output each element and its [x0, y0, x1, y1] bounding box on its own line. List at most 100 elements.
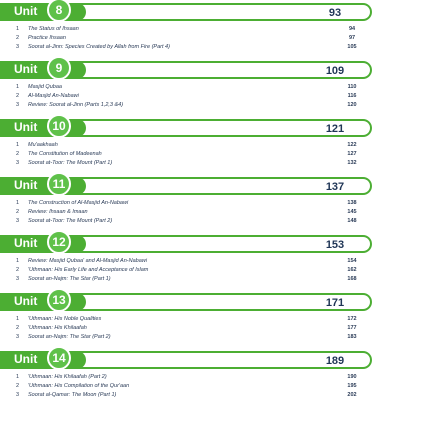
unit-label: Unit	[14, 352, 38, 366]
lesson-page-number: 145	[347, 209, 357, 215]
lesson-list: 1 'Uthmaan: His Noble Qualities 172 2 'Uthma…	[16, 315, 357, 342]
unit-header-bar: Unit 9 109	[0, 56, 372, 80]
lesson-page-number: 183	[347, 334, 357, 340]
lesson-list: 1 Review: Masjid Qubaa' and Al-Masjid An-…	[16, 257, 357, 284]
unit-page-number: 171	[325, 297, 345, 309]
lesson-number: 2	[16, 35, 20, 41]
lesson-page-number: 168	[347, 276, 357, 282]
unit-header-bar: Unit 12 153	[0, 230, 372, 254]
unit-tab: Unit 14	[0, 346, 86, 370]
lesson-row: 3 Soorat at-Toor: The Mount (Part 2) 148	[16, 217, 357, 226]
lesson-row: 2 'Uthmaan: His Khilaafah 177	[16, 324, 357, 333]
lesson-title: The Constitution of Madeenah	[28, 151, 102, 157]
unit-block: Unit 14 189 1 'Uthmaan: His Khilaafah (Part …	[0, 346, 430, 404]
lesson-row: 2 The Constitution of Madeenah 127	[16, 150, 357, 159]
unit-block: Unit 13 171 1 'Uthmaan: His Noble Qualities 1…	[0, 288, 430, 346]
lesson-row: 1 The Status of Ihsaan 94	[16, 25, 355, 34]
lesson-number: 1	[16, 374, 20, 380]
lesson-page-number: 154	[347, 258, 357, 264]
unit-number-badge: 12	[47, 230, 71, 254]
lesson-list: 1 Mu'aakhaah 122 2 The Constitution of Madee…	[16, 141, 357, 168]
unit-number-badge: 10	[47, 114, 71, 138]
unit-label: Unit	[14, 120, 38, 134]
lesson-row: 3 Review: Soorat al-Jinn (Parts 1,2,3 &4)…	[16, 101, 357, 110]
unit-header-bar: Unit 13 171	[0, 288, 372, 312]
lesson-row: 3 Soorat an-Najm: The Star (Part 1) 168	[16, 275, 357, 284]
lesson-number: 2	[16, 267, 20, 273]
lesson-title: Soorat an-Najm: The Star (Part 1)	[28, 276, 111, 282]
lesson-row: 2 'Uthmaan: His Compilation of the Qur'aa…	[16, 382, 357, 391]
unit-block: Unit 8 93 1 The Status of Ihsaan 94 2 Practice …	[0, 0, 430, 56]
lesson-number: 1	[16, 142, 20, 148]
lesson-page-number: 105	[347, 44, 357, 50]
lesson-row: 1 Review: Masjid Qubaa' and Al-Masjid An-…	[16, 257, 357, 266]
lesson-number: 2	[16, 151, 20, 157]
lesson-number: 3	[16, 44, 20, 50]
lesson-number: 1	[16, 26, 20, 32]
lesson-number: 3	[16, 102, 20, 108]
unit-number-badge: 14	[47, 346, 71, 370]
unit-header-bar: Unit 8 93	[0, 0, 372, 22]
unit-tab: Unit 9	[0, 56, 86, 80]
lesson-number: 1	[16, 258, 20, 264]
lesson-number: 1	[16, 84, 20, 90]
unit-label: Unit	[14, 178, 38, 192]
lesson-page-number: 202	[347, 392, 357, 398]
unit-page-number: 137	[325, 181, 345, 193]
lesson-row: 2 'Uthmaan: His Early Life and Acceptance…	[16, 266, 357, 275]
lesson-number: 3	[16, 218, 20, 224]
unit-tab: Unit 11	[0, 172, 86, 196]
unit-number-badge: 8	[47, 0, 71, 22]
unit-tab: Unit 8	[0, 0, 86, 22]
lesson-number: 3	[16, 276, 20, 282]
lesson-title: 'Uthmaan: His Early Life and Acceptance …	[28, 267, 149, 273]
lesson-page-number: 162	[347, 267, 357, 273]
lesson-title: Review: Masjid Qubaa' and Al-Masjid An-N…	[28, 258, 147, 264]
lesson-row: 2 Review: Ihsaan & Imaan 145	[16, 208, 357, 217]
unit-page-number: 189	[325, 355, 345, 367]
lesson-list: 1 The Construction of Al-Masjid An-Nabawi…	[16, 199, 357, 226]
lesson-row: 3 Soorat al-Jinn: Species Created by Alla…	[16, 43, 357, 52]
lesson-title: 'Uthmaan: His Compilation of the Qur'aan	[28, 383, 130, 389]
unit-block: Unit 9 109 1 Masjid Qubaa 110 2 Al-Masjid An-Na…	[0, 56, 430, 114]
lesson-title: Masjid Qubaa	[28, 84, 62, 90]
lesson-list: 1 Masjid Qubaa 110 2 Al-Masjid An-Nabawi 116 3…	[16, 83, 357, 110]
lesson-page-number: 148	[347, 218, 357, 224]
lesson-number: 3	[16, 160, 20, 166]
unit-number-badge: 13	[47, 288, 71, 312]
lesson-title: Practice Ihsaan	[28, 35, 66, 41]
lesson-page-number: 132	[347, 160, 357, 166]
lesson-row: 3 Soorat an-Najm: The Star (Part 2) 183	[16, 333, 357, 342]
lesson-row: 1 Masjid Qubaa 110	[16, 83, 356, 92]
lesson-row: 3 Soorat at-Toor: The Mount (Part 1) 132	[16, 159, 357, 168]
lesson-title: Review: Ihsaan & Imaan	[28, 209, 88, 215]
lesson-page-number: 172	[347, 316, 357, 322]
unit-tab: Unit 10	[0, 114, 86, 138]
lesson-title: 'Uthmaan: His Noble Qualities	[28, 316, 102, 322]
lesson-title: Al-Masjid An-Nabawi	[28, 93, 79, 99]
lesson-number: 2	[16, 383, 20, 389]
lesson-number: 2	[16, 209, 20, 215]
lesson-title: Mu'aakhaah	[28, 142, 58, 148]
lesson-page-number: 195	[347, 383, 357, 389]
lesson-number: 1	[16, 200, 20, 206]
unit-page-number: 93	[328, 7, 342, 19]
lesson-page-number: 127	[347, 151, 357, 157]
lesson-title: 'Uthmaan: His Khilaafah	[28, 325, 87, 331]
lesson-title: The Status of Ihsaan	[28, 26, 79, 32]
lesson-page-number: 116	[347, 93, 357, 99]
lesson-list: 1 The Status of Ihsaan 94 2 Practice Ihsaan 9…	[16, 25, 357, 52]
unit-tab: Unit 13	[0, 288, 86, 312]
lesson-number: 2	[16, 325, 20, 331]
unit-number-badge: 9	[47, 56, 71, 80]
lesson-title: Soorat al-Qamar: The Moon (Part 1)	[28, 392, 117, 398]
lesson-page-number: 138	[347, 200, 357, 206]
lesson-title: Soorat an-Najm: The Star (Part 2)	[28, 334, 111, 340]
lesson-title: Soorat al-Jinn: Species Created by Allah…	[28, 44, 170, 50]
lesson-row: 3 Soorat al-Qamar: The Moon (Part 1) 202	[16, 391, 357, 400]
unit-block: Unit 11 137 1 The Construction of Al-Masjid …	[0, 172, 430, 230]
unit-block: Unit 12 153 1 Review: Masjid Qubaa' and Al-M…	[0, 230, 430, 288]
unit-tab: Unit 12	[0, 230, 86, 254]
lesson-row: 2 Practice Ihsaan 97	[16, 34, 355, 43]
lesson-page-number: 97	[348, 35, 356, 41]
